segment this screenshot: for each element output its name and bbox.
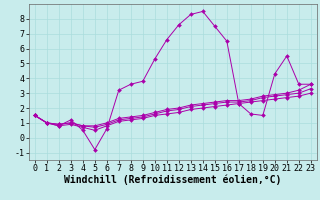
X-axis label: Windchill (Refroidissement éolien,°C): Windchill (Refroidissement éolien,°C) [64, 175, 282, 185]
